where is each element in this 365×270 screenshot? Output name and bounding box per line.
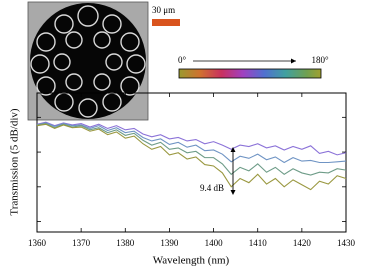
annotation-arrow-heads [230,147,236,195]
fiber-inset [27,1,149,121]
y-axis-label: Transmission (5 dB/div) [9,108,21,216]
angle-arrow-head [291,58,296,64]
scale-bar-label: 30 μm [152,5,175,15]
series-line [36,123,347,191]
x-axis-label: Wavelength (nm) [153,255,230,267]
angle-color-bar [178,68,322,79]
angle-start-label: 0° [178,55,187,65]
x-tick-label: 1410 [249,238,268,248]
annotation: 9.4 dB [200,183,224,193]
series-line [36,123,347,176]
x-tick-label: 1370 [72,238,91,248]
angle-end-label: 180° [311,55,329,65]
x-tick-label: 1360 [28,238,47,248]
x-tick-label: 1390 [160,238,179,248]
series-line [36,121,347,156]
x-tick-label: 1420 [293,238,312,248]
plot-area: 1360 1370 1380 1390 1400 1410 1420 1430 [28,93,356,248]
series-line [36,122,347,164]
plot-frame [36,92,347,233]
x-tick-label: 1400 [205,238,224,248]
x-tick-label: 1430 [337,238,356,248]
x-tick-label: 1380 [116,238,135,248]
scale-bar [152,19,180,26]
